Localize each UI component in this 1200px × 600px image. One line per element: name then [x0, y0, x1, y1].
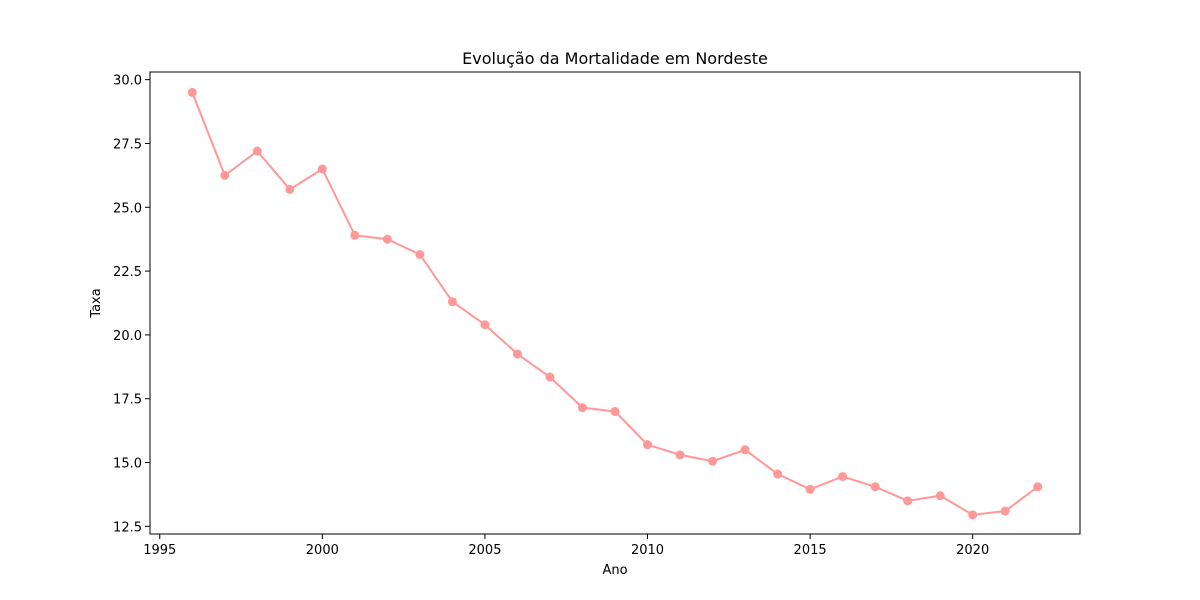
x-tick-label: 2010 — [631, 543, 664, 558]
x-axis-label: Ano — [602, 563, 627, 578]
data-point — [675, 450, 685, 460]
data-point — [935, 491, 945, 501]
data-point — [447, 297, 457, 307]
data-point — [577, 403, 587, 413]
data-point — [740, 445, 750, 455]
data-point — [708, 456, 718, 466]
data-point — [187, 87, 197, 97]
y-tick-label: 25.0 — [113, 201, 142, 216]
y-axis: 12.5 15.0 17.5 20.0 22.5 25.0 27.5 30.0 — [113, 74, 150, 535]
y-tick-label: 30.0 — [113, 74, 142, 89]
data-point — [415, 250, 425, 260]
data-point — [903, 496, 913, 506]
data-point — [480, 320, 490, 330]
plot-area — [187, 87, 1043, 520]
data-point — [870, 482, 880, 492]
y-tick-label: 22.5 — [113, 265, 142, 280]
data-point — [773, 469, 783, 479]
data-point — [1033, 482, 1043, 492]
x-tick-label: 2000 — [306, 543, 339, 558]
data-point — [968, 510, 978, 520]
y-tick-label: 27.5 — [113, 137, 142, 152]
x-tick-label: 2015 — [794, 543, 827, 558]
data-point — [382, 234, 392, 244]
y-tick-label: 17.5 — [113, 393, 142, 408]
data-point — [512, 349, 522, 359]
data-point — [838, 472, 848, 482]
y-tick-label: 12.5 — [113, 520, 142, 535]
data-point — [285, 184, 295, 194]
x-tick-label: 2005 — [468, 543, 501, 558]
data-point — [252, 146, 262, 156]
data-point — [317, 164, 327, 174]
plot-frame — [149, 71, 1081, 535]
data-point — [545, 372, 555, 382]
data-point — [610, 406, 620, 416]
x-tick-label: 1995 — [143, 543, 176, 558]
y-tick-label: 20.0 — [113, 329, 142, 344]
data-point — [350, 230, 360, 240]
series-line — [191, 92, 1039, 516]
x-axis: 1995 2000 2005 2010 2015 2020 — [143, 534, 989, 558]
x-tick-label: 2020 — [956, 543, 989, 558]
y-axis-label: Taxa — [89, 288, 104, 318]
data-point — [643, 440, 653, 450]
data-point — [1000, 506, 1010, 516]
chart-title: Evolução da Mortalidade em Nordeste — [462, 49, 768, 68]
y-tick-label: 15.0 — [113, 457, 142, 472]
data-point — [220, 170, 230, 180]
data-point — [805, 484, 815, 494]
